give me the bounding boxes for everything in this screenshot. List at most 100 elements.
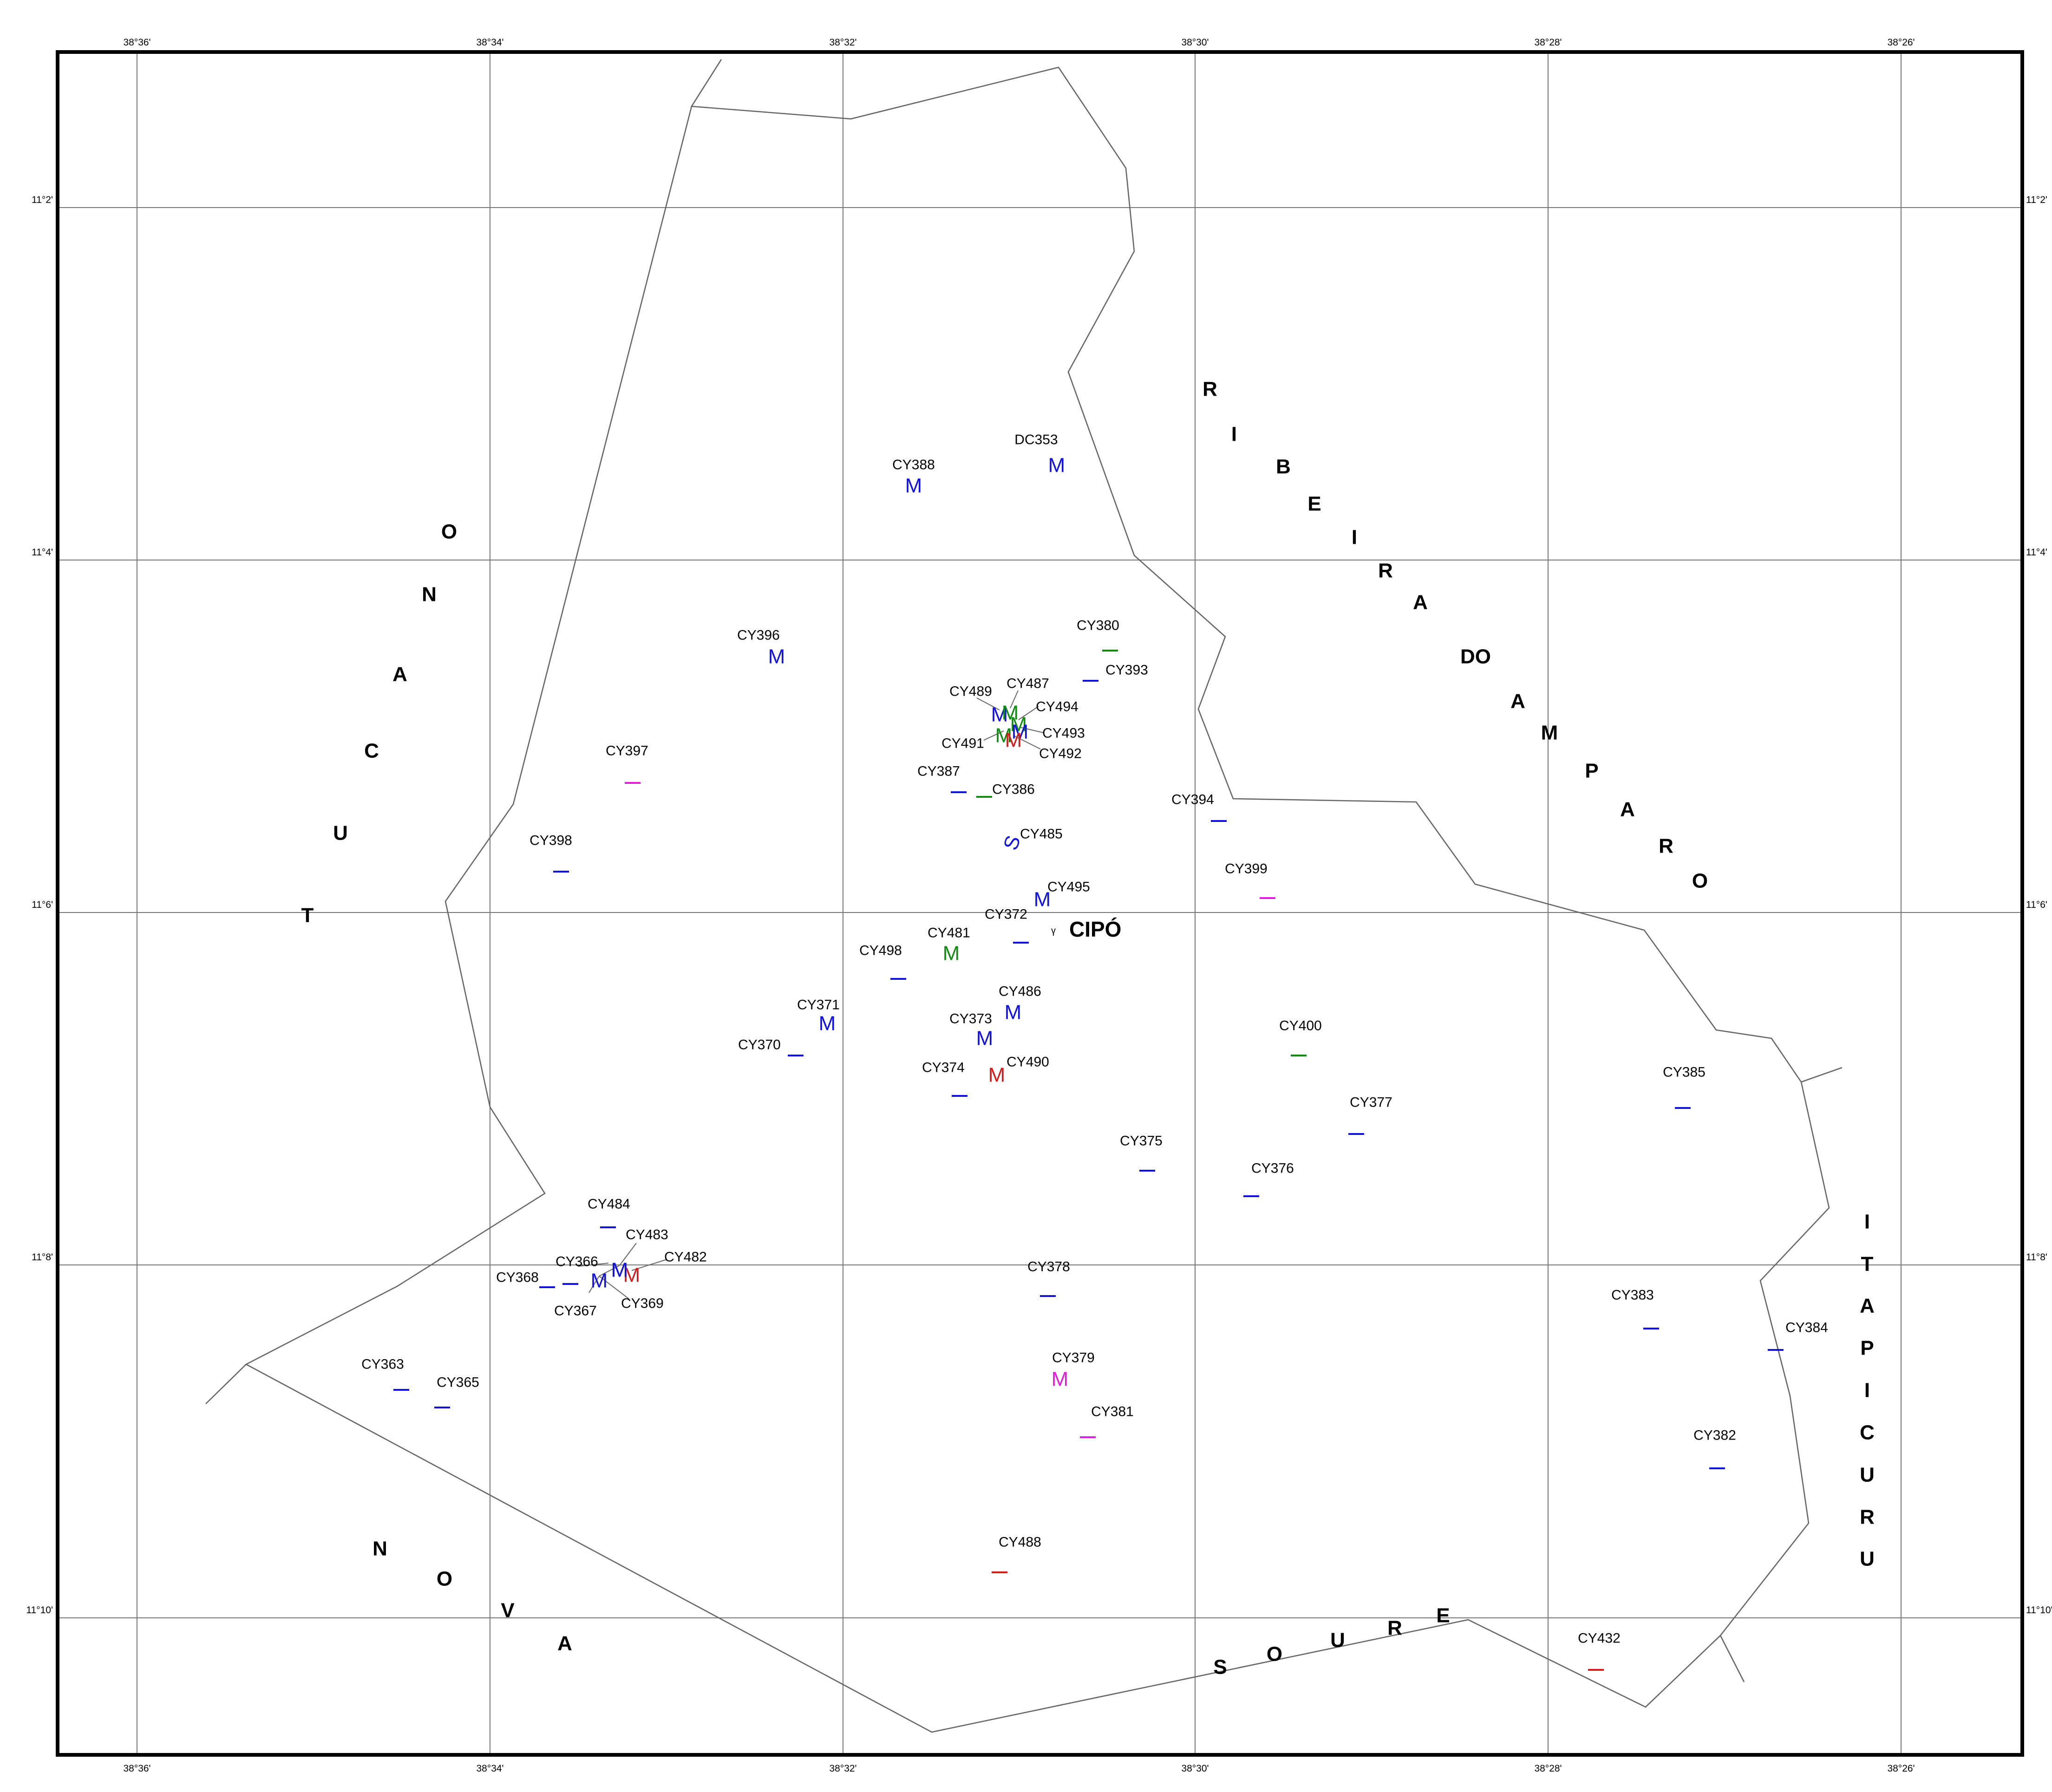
site-cy487[interactable]: CY487 M <box>1002 676 1049 724</box>
site-cy492[interactable]: CY492 M <box>1005 729 1082 762</box>
site-cy483[interactable]: CY483 M <box>611 1227 668 1282</box>
site-cy388[interactable]: CY388 M <box>892 457 935 497</box>
site-cy376[interactable]: CY376 <box>1243 1161 1294 1197</box>
site-cy484[interactable]: CY484 <box>588 1197 630 1228</box>
site-m-symbol: M <box>995 724 1013 747</box>
leader-line <box>619 1243 637 1266</box>
region-letter: U <box>333 822 348 845</box>
site-label: CY490 <box>1006 1055 1049 1070</box>
site-label: CY487 <box>1006 676 1049 691</box>
latitude-tick-left: 11°8' <box>32 1252 53 1263</box>
site-cy397[interactable]: CY397 <box>606 743 648 784</box>
site-label: CY382 <box>1693 1428 1736 1443</box>
site-cy387[interactable]: CY387 <box>917 764 967 793</box>
site-cy370[interactable]: CY370 <box>738 1037 804 1056</box>
site-label: CY483 <box>626 1227 668 1243</box>
site-cy486[interactable]: CY486 M <box>999 984 1041 1024</box>
site-cy385[interactable]: CY385 <box>1663 1065 1706 1109</box>
site-cy432[interactable]: CY432 <box>1578 1631 1621 1671</box>
leader-line <box>1019 727 1044 733</box>
site-label: CY400 <box>1279 1018 1322 1034</box>
site-cy378[interactable]: CY378 <box>1027 1259 1070 1297</box>
site-cy365[interactable]: CY365 <box>434 1375 479 1408</box>
site-label: CY432 <box>1578 1631 1621 1646</box>
longitude-tick-top: 38°26' <box>1887 37 1915 48</box>
site-cy399[interactable]: CY399 <box>1225 861 1275 899</box>
site-cy491[interactable]: CY491 M <box>941 724 1012 751</box>
region-letter: S <box>1213 1656 1227 1679</box>
latitude-tick-right: 11°10' <box>2026 1605 2052 1616</box>
region-letter: B <box>1276 456 1291 478</box>
site-cy384[interactable]: CY384 <box>1768 1320 1828 1351</box>
site-cy400[interactable]: CY400 <box>1279 1018 1322 1056</box>
leader-line <box>1013 735 1041 749</box>
site-label: CY492 <box>1039 746 1082 762</box>
site-cy393[interactable]: CY393 <box>1083 663 1148 682</box>
site-label: CY489 <box>949 684 992 699</box>
latitude-tick-right: 11°8' <box>2026 1252 2047 1263</box>
site-label: CY484 <box>588 1197 630 1212</box>
site-cy498[interactable]: CY498 <box>859 943 906 980</box>
region-letter: R <box>1378 560 1393 582</box>
site-cy494[interactable]: CY494 M <box>1010 699 1078 736</box>
region-letter: E <box>1307 493 1321 515</box>
site-label: CY485 <box>1020 827 1063 842</box>
site-cy375[interactable]: CY375 <box>1120 1134 1163 1172</box>
site-m-symbol: M <box>1005 1001 1022 1024</box>
site-label: CY368 <box>496 1270 539 1285</box>
site-cy368[interactable]: CY368 <box>496 1270 555 1288</box>
site-m-symbol: M <box>1010 713 1027 736</box>
site-cy396[interactable]: CY396 M <box>737 628 785 668</box>
site-cy382[interactable]: CY382 <box>1693 1428 1736 1469</box>
site-m-symbol: M <box>611 1259 628 1282</box>
site-label: CY384 <box>1785 1320 1828 1336</box>
site-cy377[interactable]: CY377 <box>1348 1095 1392 1135</box>
site-label: DC353 <box>1014 432 1058 448</box>
site-label: CY379 <box>1052 1350 1095 1366</box>
site-label: CY385 <box>1663 1065 1706 1080</box>
leader-line <box>1010 690 1019 709</box>
site-cy383[interactable]: CY383 <box>1611 1288 1659 1329</box>
site-cy366[interactable]: CY366 <box>555 1254 598 1285</box>
latitude-tick-right: 11°4' <box>2026 547 2047 558</box>
site-cy374[interactable]: CY374 <box>922 1060 967 1097</box>
site-cy369[interactable]: CY369 M <box>611 1259 664 1311</box>
region-letter: T <box>301 904 314 927</box>
site-cy367[interactable]: CY367 M <box>554 1270 608 1319</box>
site-leader-lines <box>577 690 1044 1299</box>
site-dc353[interactable]: DC353 M <box>1014 432 1065 477</box>
region-letter: O <box>437 1568 452 1590</box>
site-cy398[interactable]: CY398 <box>529 833 572 873</box>
longitude-tick-top: 38°32' <box>829 37 856 48</box>
site-cy380[interactable]: CY380 <box>1077 618 1119 652</box>
site-cy363[interactable]: CY363 <box>361 1357 409 1391</box>
leader-line <box>631 1259 667 1271</box>
site-cy489[interactable]: CY489 M <box>949 684 1008 726</box>
site-m-symbol: M <box>905 475 922 497</box>
site-m-symbol: M <box>611 1259 628 1282</box>
site-cy372[interactable]: CY372 <box>985 907 1029 944</box>
site-cy493[interactable]: CY493 M <box>1012 721 1085 743</box>
map-frame <box>56 50 2024 1757</box>
site-cy394[interactable]: CY394 <box>1171 792 1227 822</box>
site-cy488[interactable]: CY488 <box>992 1535 1041 1573</box>
site-label: CY373 <box>949 1011 992 1027</box>
site-cy381[interactable]: CY381 <box>1080 1404 1134 1438</box>
site-cy379[interactable]: CY379 M <box>1052 1350 1095 1391</box>
site-label: CY370 <box>738 1037 781 1053</box>
site-cy482[interactable]: CY482 M <box>623 1250 707 1287</box>
site-label: CY482 <box>664 1250 707 1265</box>
latitude-tick-right: 11°6' <box>2026 899 2047 910</box>
region-letter: A <box>1413 591 1428 614</box>
site-cy386[interactable]: CY386 <box>976 782 1035 798</box>
region-letter: A <box>392 663 407 686</box>
region-letter: O <box>441 521 457 543</box>
